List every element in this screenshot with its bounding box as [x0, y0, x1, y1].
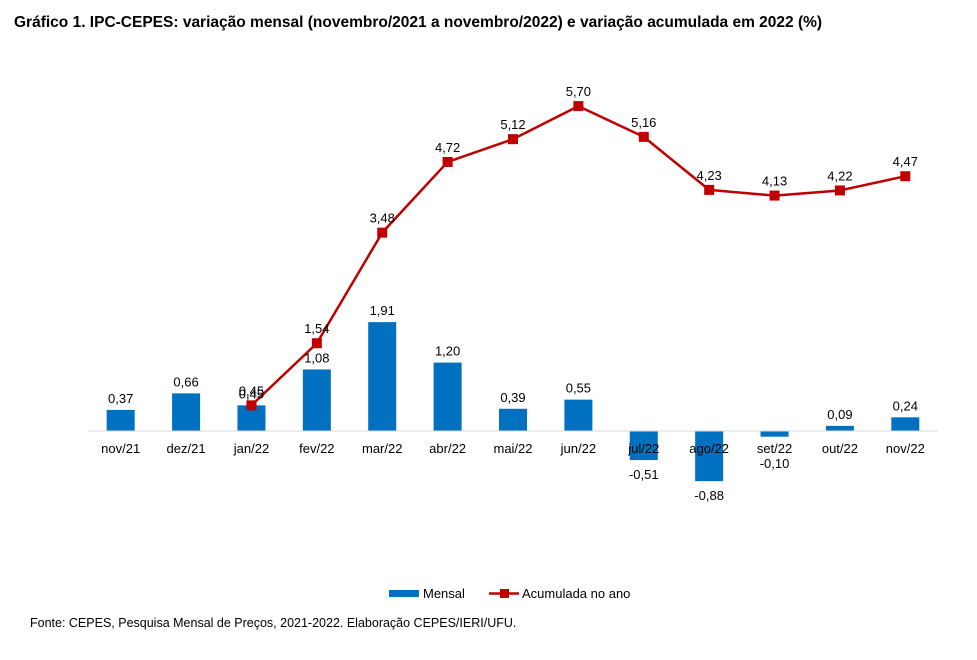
x-tick-label: jun/22	[560, 441, 596, 456]
bar-mensal-ago/22	[695, 431, 724, 482]
line-value-label: 5,12	[500, 117, 525, 132]
bar-mensal-nov/22	[891, 417, 920, 431]
chart-title: Gráfico 1. IPC-CEPES: variação mensal (n…	[14, 14, 823, 31]
x-tick-label: jan/22	[233, 441, 269, 456]
bar-value-label: 0,09	[827, 407, 852, 422]
x-tick-label: mai/22	[493, 441, 532, 456]
bar-mensal-nov/21	[106, 409, 135, 431]
source-note: Fonte: CEPES, Pesquisa Mensal de Preços,…	[30, 616, 517, 630]
legend-mensal-swatch	[389, 590, 419, 597]
line-value-label: 1,54	[304, 321, 329, 336]
line-acumulada	[250, 104, 906, 407]
bar-mensal-jun/22	[564, 399, 593, 431]
bar-value-label: 0,39	[500, 390, 525, 405]
bar-mensal-out/22	[825, 425, 854, 431]
marker-acumulada-jul/22	[638, 131, 649, 142]
marker-acumulada-fev/22	[311, 338, 322, 349]
x-tick-label: abr/22	[429, 441, 466, 456]
bar-value-label: -0,10	[760, 456, 790, 471]
marker-acumulada-jan/22	[246, 400, 257, 411]
marker-acumulada-ago/22	[704, 184, 715, 195]
bar-value-label: 0,55	[566, 381, 591, 396]
marker-acumulada-nov/22	[900, 171, 911, 182]
bar-value-label: 1,91	[370, 303, 395, 318]
bar-value-label: 1,20	[435, 344, 460, 359]
marker-acumulada-jun/22	[573, 101, 584, 112]
bar-mensal-set/22	[760, 431, 789, 437]
line-value-label: 4,13	[762, 174, 787, 189]
marker-acumulada-set/22	[769, 190, 780, 201]
line-value-label: 4,22	[827, 168, 852, 183]
bar-mensal-fev/22	[302, 369, 331, 431]
x-tick-label: nov/22	[886, 441, 925, 456]
bar-mensal-mai/22	[499, 408, 527, 431]
line-value-label: 0,45	[239, 383, 264, 398]
line-value-label: 5,16	[631, 115, 656, 130]
x-tick-label: dez/21	[167, 441, 206, 456]
line-value-label: 4,23	[696, 168, 721, 183]
bar-value-label: 0,37	[108, 391, 133, 406]
x-tick-label: fev/22	[299, 441, 334, 456]
bar-value-label: 0,45	[239, 386, 264, 401]
bar-mensal-mar/22	[368, 322, 397, 431]
legend-mensal-label: Mensal	[423, 586, 465, 601]
bar-mensal-abr/22	[433, 362, 462, 431]
marker-acumulada-out/22	[834, 185, 845, 196]
x-tick-label: nov/21	[101, 441, 140, 456]
bar-value-label: 0,66	[173, 374, 198, 389]
x-tick-label: mar/22	[362, 441, 402, 456]
bar-value-label: 1,08	[304, 350, 329, 365]
bar-value-label: -0,88	[694, 488, 724, 503]
x-tick-label: set/22	[757, 441, 792, 456]
x-tick-label: jul/22	[627, 441, 659, 456]
marker-acumulada-mai/22	[508, 134, 518, 145]
line-value-label: 4,47	[893, 154, 918, 169]
line-value-label: 4,72	[435, 140, 460, 155]
legend-acumulada-label: Acumulada no ano	[522, 586, 630, 601]
x-tick-label: ago/22	[689, 441, 729, 456]
legend-acumulada-marker	[500, 589, 509, 598]
line-value-label: 5,70	[566, 84, 591, 99]
bar-mensal-jul/22	[629, 431, 658, 461]
legend: Mensal Acumulada no ano	[389, 586, 630, 601]
line-value-label: 3,48	[370, 211, 395, 226]
x-tick-label: out/22	[822, 441, 858, 456]
bar-value-label: 0,24	[893, 398, 918, 413]
bar-mensal-dez/21	[172, 393, 201, 431]
marker-acumulada-abr/22	[442, 156, 453, 167]
marker-acumulada-mar/22	[377, 227, 388, 238]
bar-value-label: -0,51	[629, 467, 659, 482]
